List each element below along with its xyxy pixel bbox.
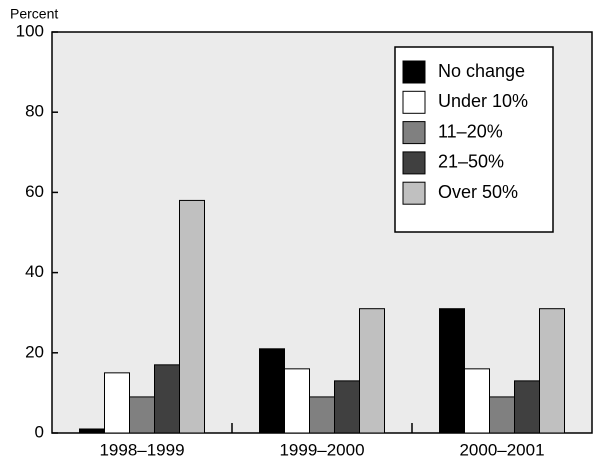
bar (489, 396, 515, 434)
bar (129, 396, 155, 434)
bar (334, 380, 360, 434)
y-tick-label: 80 (25, 102, 44, 121)
legend-swatch (402, 151, 426, 175)
bar (359, 308, 385, 434)
y-axis-label: Percent (10, 6, 58, 22)
legend-swatch (402, 90, 426, 114)
bar (514, 380, 540, 434)
y-tick-label: 20 (25, 342, 44, 361)
bar (539, 308, 565, 434)
bar (284, 368, 310, 434)
bar (179, 199, 205, 434)
legend-label: 21–50% (438, 152, 504, 172)
y-tick-label: 100 (16, 21, 44, 40)
y-tick-label: 60 (25, 182, 44, 201)
bar (464, 368, 490, 434)
bar (259, 348, 285, 434)
legend-swatch (402, 121, 426, 145)
x-tick-label: 2000–2001 (459, 440, 544, 459)
bar (104, 372, 130, 434)
legend-swatch (402, 60, 426, 84)
bar (154, 364, 180, 434)
x-tick-label: 1998–1999 (99, 440, 184, 459)
y-tick-label: 40 (25, 262, 44, 281)
bar (439, 308, 465, 434)
legend-swatch (402, 181, 426, 205)
legend-label: Over 50% (438, 182, 518, 202)
x-tick-label: 1999–2000 (279, 440, 364, 459)
legend-label: No change (438, 61, 525, 81)
legend-label: 11–20% (438, 121, 503, 141)
legend-label: Under 10% (438, 91, 528, 111)
bar (79, 428, 105, 434)
bar (309, 396, 335, 434)
y-tick-label: 0 (35, 422, 44, 441)
